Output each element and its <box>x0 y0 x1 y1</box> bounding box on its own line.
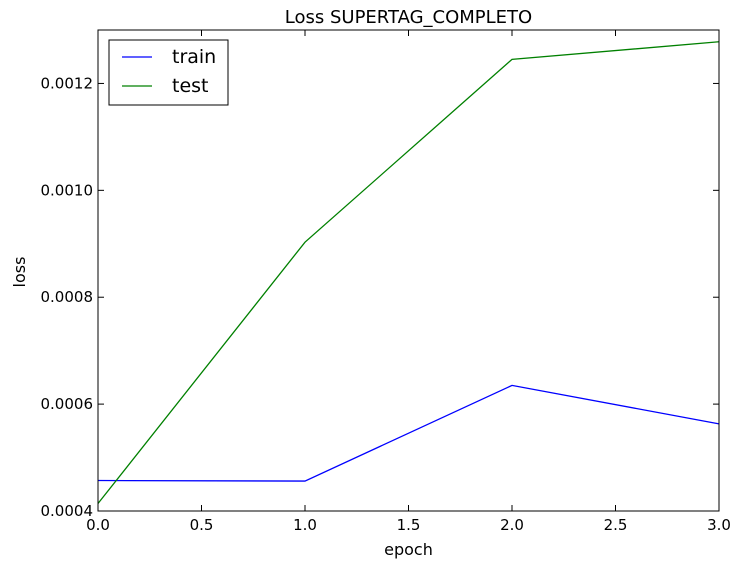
chart-title: Loss SUPERTAG_COMPLETO <box>285 7 532 28</box>
x-tick-label: 1.0 <box>293 516 317 534</box>
series-line-test <box>97 41 720 504</box>
x-tick-label: 0.5 <box>190 516 214 534</box>
legend-box <box>108 39 229 106</box>
y-tick-label: 0.0006 <box>41 395 94 413</box>
y-tick-label: 0.0012 <box>41 74 94 92</box>
x-tick-label: 2.0 <box>500 516 524 534</box>
x-axis-label: epoch <box>384 540 433 559</box>
legend-label-test: test <box>172 75 209 97</box>
y-tick-label: 0.0010 <box>41 181 94 199</box>
x-tick-label: 3.0 <box>707 516 731 534</box>
x-tick-label: 1.5 <box>397 516 421 534</box>
axis-ticks: 0.0 0.5 1.0 1.5 2.0 2.5 3.0 0.0004 0.0006 0.0008 0… <box>41 30 731 534</box>
x-tick-label: 2.5 <box>604 516 628 534</box>
x-tick-label: 0.0 <box>86 516 110 534</box>
y-tick-label: 0.0004 <box>41 502 94 520</box>
plot-area <box>97 41 720 504</box>
y-axis-label: loss <box>10 257 29 288</box>
legend-label-train: train <box>172 46 216 68</box>
legend: train test <box>108 39 229 106</box>
y-tick-label: 0.0008 <box>41 288 94 306</box>
series-line-train <box>97 384 720 482</box>
